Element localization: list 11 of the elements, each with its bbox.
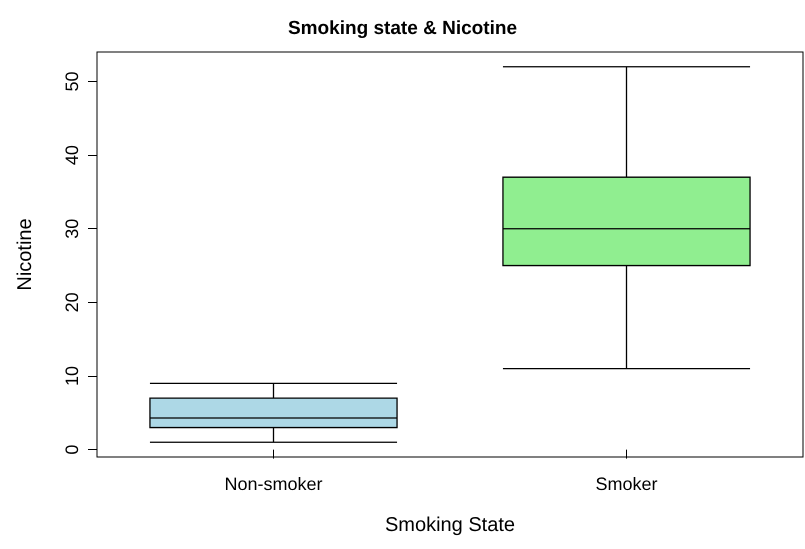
- x-tick-label: Non-smoker: [224, 474, 323, 494]
- y-tick-label: 20: [62, 292, 82, 312]
- x-axis-title: Smoking State: [384, 514, 516, 536]
- y-axis-title: Nicotine: [14, 218, 36, 291]
- y-tick-label: 50: [62, 71, 82, 92]
- y-tick-label: 0: [62, 444, 82, 455]
- y-tick-label: 10: [62, 366, 82, 386]
- y-tick-label: 40: [62, 145, 82, 166]
- y-tick-label: 30: [62, 218, 82, 239]
- chart-title: Smoking state & Nicotine: [288, 18, 518, 39]
- x-tick-label: Smoker: [595, 474, 658, 494]
